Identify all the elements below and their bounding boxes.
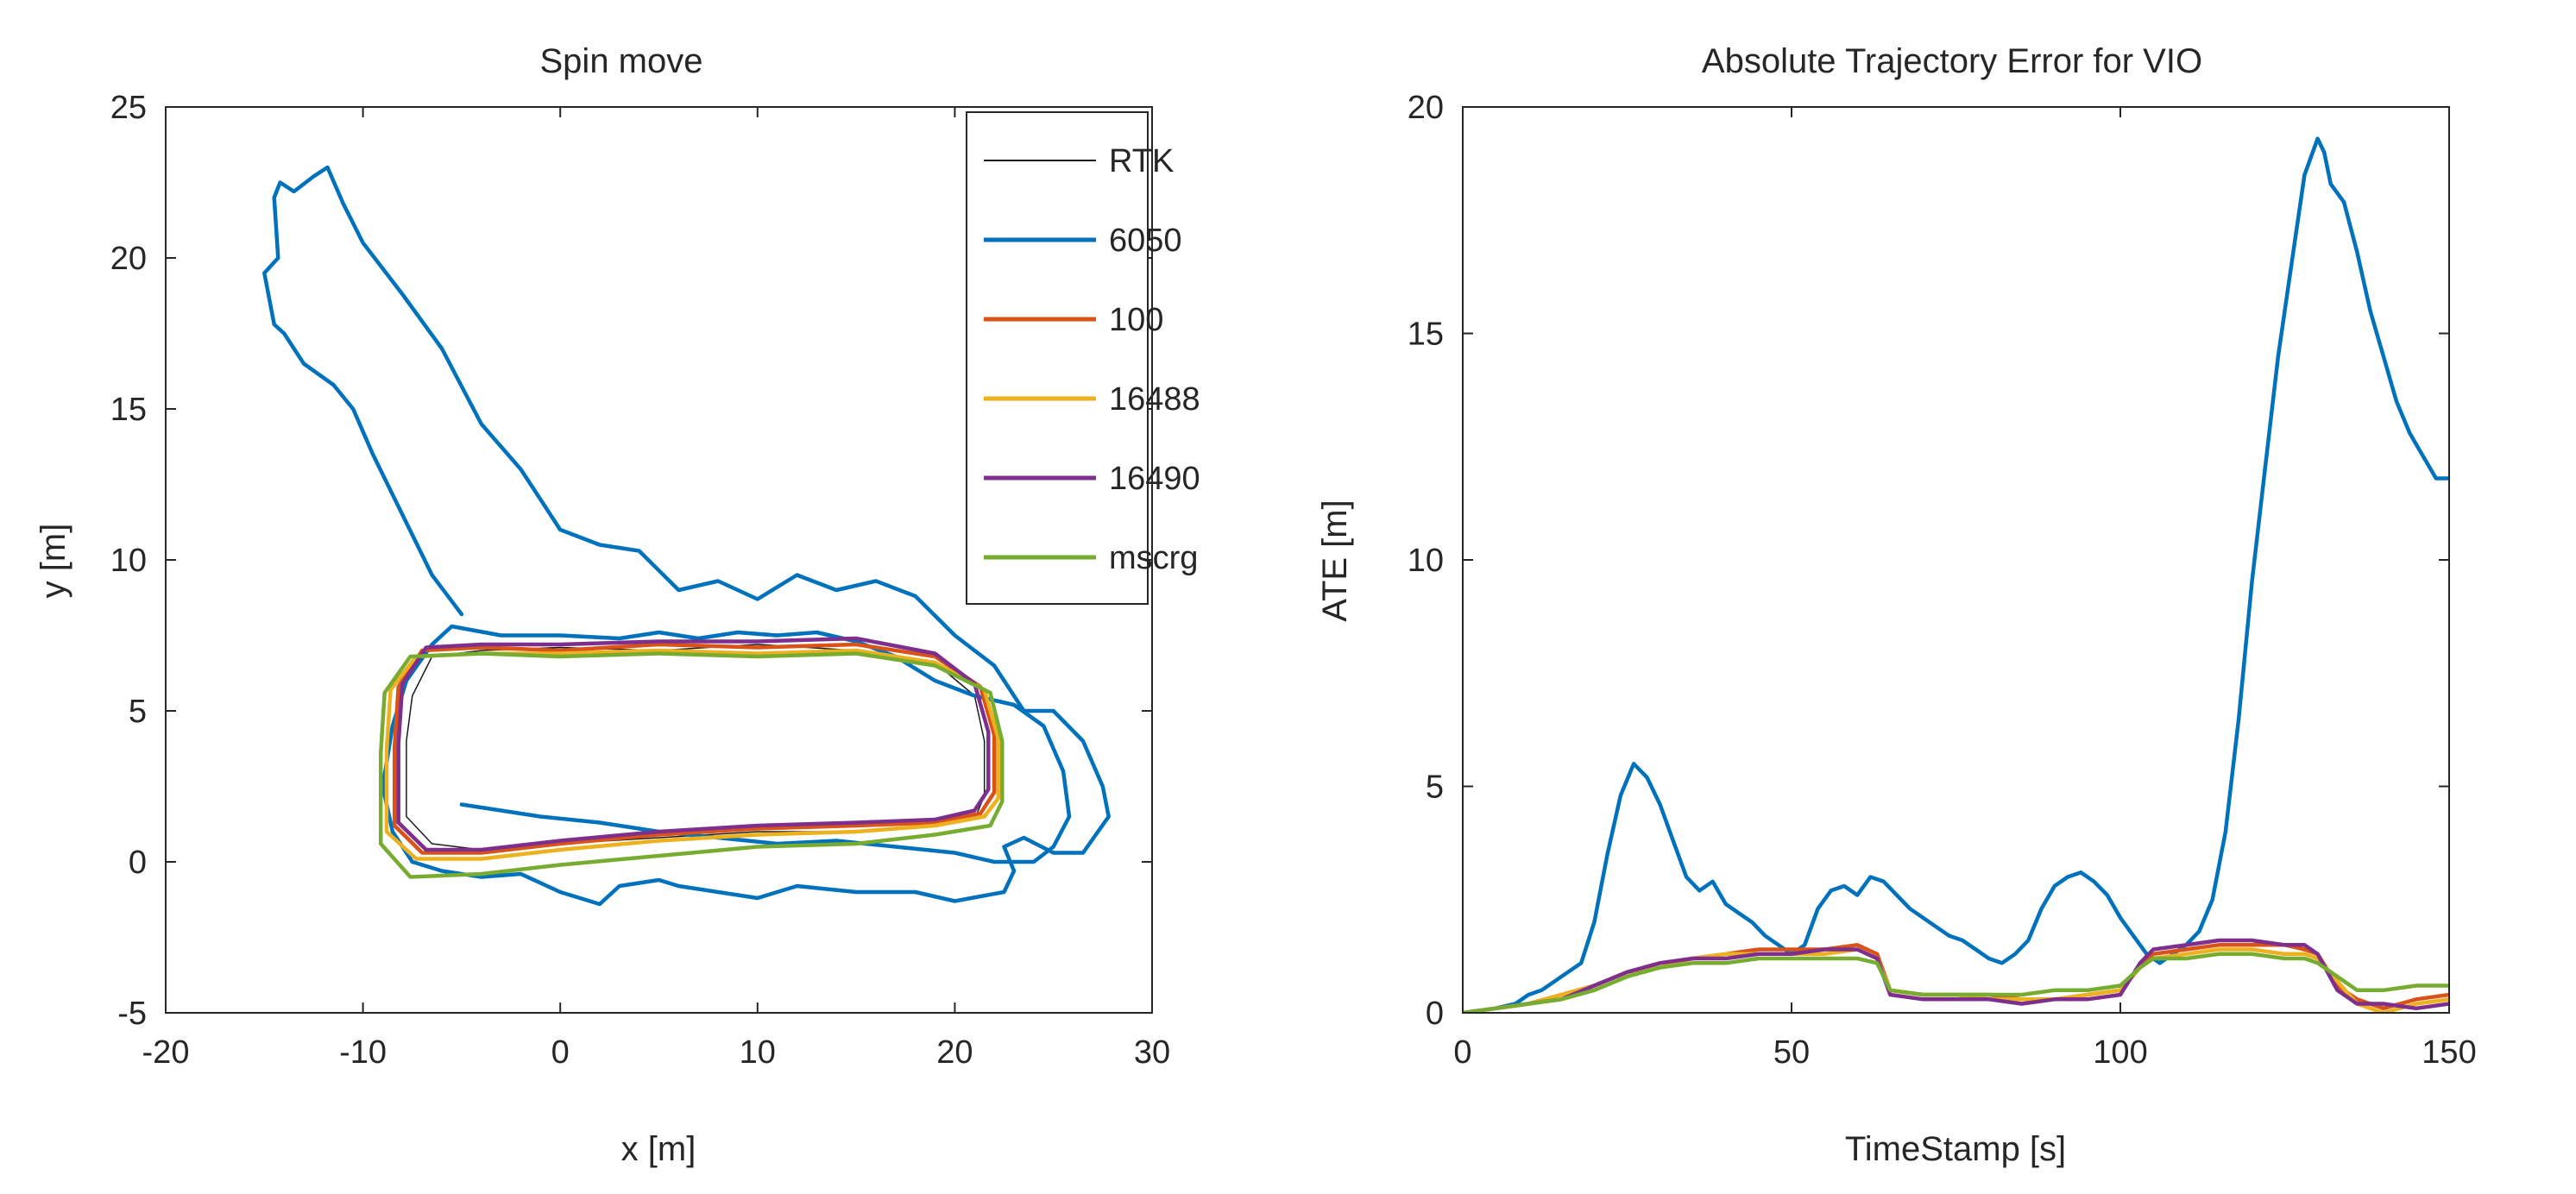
x-tick-label: -10 bbox=[339, 1034, 387, 1071]
x-tick-label: -20 bbox=[142, 1034, 190, 1071]
plot-area bbox=[1463, 136, 2449, 1013]
chart-title: Absolute Trajectory Error for VIO bbox=[1702, 42, 2202, 80]
legend-label: 16490 bbox=[1109, 461, 1200, 497]
legend-label: RTK bbox=[1109, 143, 1174, 179]
y-tick-label: 25 bbox=[110, 90, 147, 126]
axes-box bbox=[1462, 106, 2450, 1014]
x-tick-label: 30 bbox=[1134, 1034, 1170, 1071]
series-line-100 bbox=[392, 642, 997, 855]
y-axis-label: ATE [m] bbox=[1316, 500, 1354, 621]
series-line-6050 bbox=[262, 165, 1111, 907]
chart-title: Spin move bbox=[540, 42, 703, 80]
y-tick-label: 15 bbox=[1408, 317, 1444, 353]
x-tick-label: 50 bbox=[1773, 1034, 1810, 1071]
series-line-mscrg bbox=[378, 651, 1005, 879]
y-tick-label: 20 bbox=[110, 241, 147, 277]
x-axis-label: TimeStamp [s] bbox=[1845, 1130, 2066, 1168]
x-tick-label: 0 bbox=[551, 1034, 570, 1071]
tick-group: -20 -10 0 10 20 30 -5 0 5 10 15 20 25 bbox=[110, 90, 1170, 1071]
x-tick-label: 150 bbox=[2422, 1034, 2476, 1071]
plot-area bbox=[262, 165, 1111, 907]
x-axis-label: x [m] bbox=[621, 1130, 696, 1168]
y-tick-label: 15 bbox=[110, 392, 147, 428]
y-tick-label: 10 bbox=[110, 543, 147, 579]
spin-move-chart: Spin move -20 -10 0 10 20 30 -5 0 5 10 15 20 25 x [m… bbox=[35, 42, 1200, 1168]
tick-group: 0 50 100 150 0 5 10 15 20 bbox=[1408, 90, 2477, 1071]
legend-label: 100 bbox=[1109, 302, 1163, 338]
series-line-mscrg bbox=[1463, 952, 2449, 1013]
series-line-6050 bbox=[1493, 136, 2449, 1011]
y-tick-label: 20 bbox=[1408, 90, 1444, 126]
series-line-RTK bbox=[406, 644, 986, 851]
series-line-16488 bbox=[384, 648, 1000, 861]
y-tick-label: -5 bbox=[117, 996, 147, 1032]
series-line-16490 bbox=[396, 636, 991, 852]
x-tick-label: 10 bbox=[740, 1034, 776, 1071]
legend: RTK 6050 100 16488 16490 mscrg bbox=[966, 111, 1200, 605]
ate-chart: Absolute Trajectory Error for VIO 0 50 100… bbox=[1316, 42, 2477, 1168]
x-tick-label: 0 bbox=[1453, 1034, 1471, 1071]
y-tick-label: 5 bbox=[129, 694, 147, 730]
y-axis-label: y [m] bbox=[35, 524, 72, 599]
legend-label: mscrg bbox=[1109, 540, 1198, 576]
x-tick-label: 20 bbox=[936, 1034, 973, 1071]
y-tick-label: 0 bbox=[1426, 996, 1444, 1032]
legend-label: 6050 bbox=[1109, 223, 1182, 259]
x-tick-label: 100 bbox=[2093, 1034, 2147, 1071]
series-line-16490 bbox=[1463, 938, 2449, 1013]
legend-box bbox=[966, 111, 1149, 605]
legend-label: 16488 bbox=[1109, 381, 1200, 418]
y-tick-label: 10 bbox=[1408, 543, 1444, 579]
y-tick-label: 5 bbox=[1426, 770, 1444, 806]
y-tick-label: 0 bbox=[129, 845, 147, 881]
